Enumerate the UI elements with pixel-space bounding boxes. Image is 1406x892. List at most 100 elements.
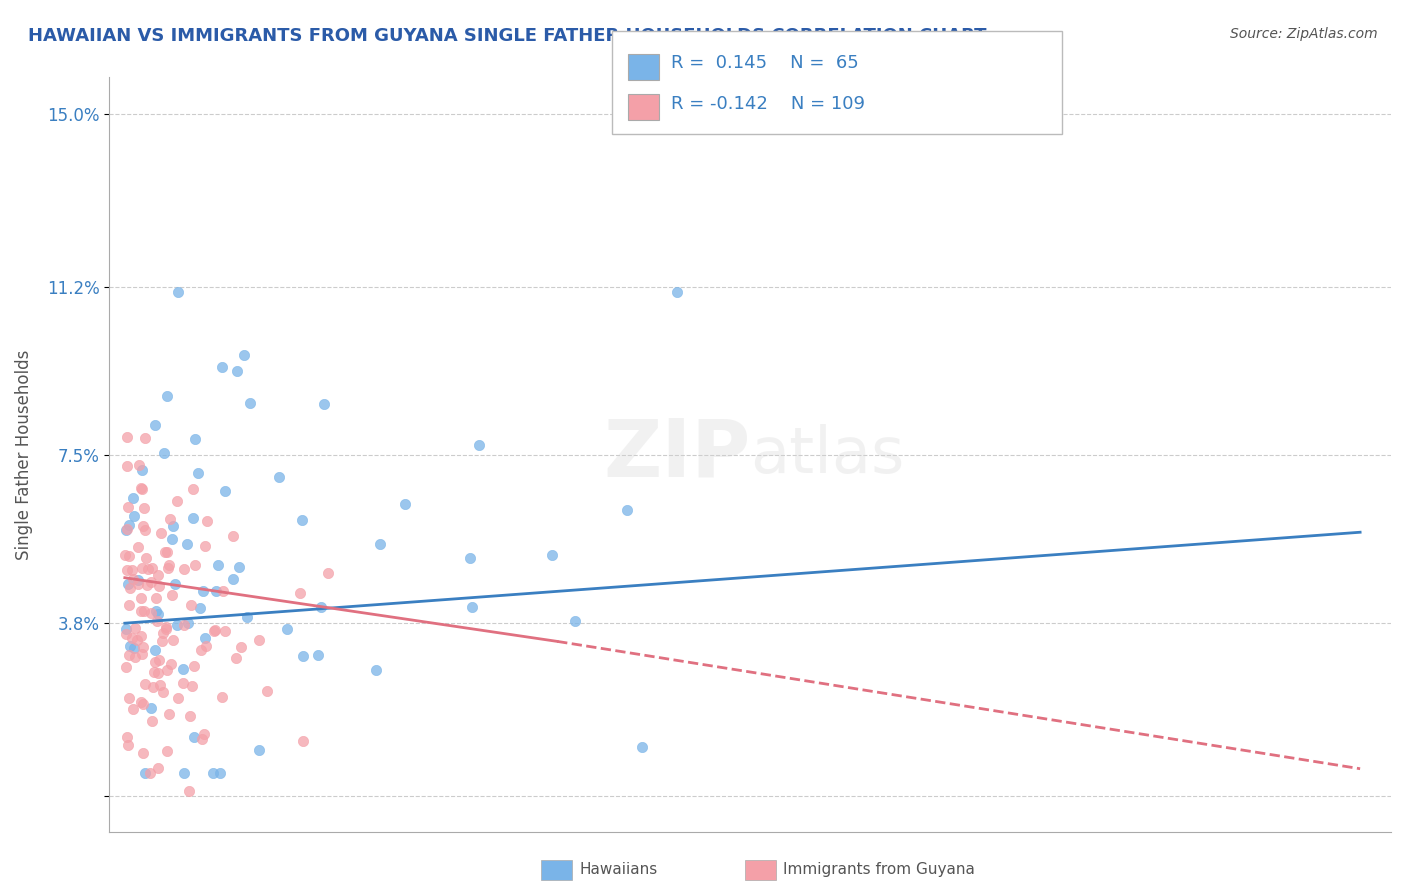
Point xyxy=(118,691,141,706)
Point xyxy=(117,500,139,514)
Point xyxy=(128,458,150,473)
Point xyxy=(176,537,198,551)
Point xyxy=(118,518,141,533)
Point xyxy=(125,633,148,648)
Point xyxy=(247,742,270,756)
Point xyxy=(115,730,138,744)
Point xyxy=(208,766,231,780)
Point xyxy=(193,583,215,598)
Point xyxy=(229,640,252,655)
Point xyxy=(307,648,329,663)
Point xyxy=(121,563,143,577)
Point xyxy=(146,665,169,680)
Point xyxy=(127,573,149,587)
Point xyxy=(177,784,200,798)
Point xyxy=(166,617,188,632)
Point xyxy=(155,620,177,634)
Point xyxy=(167,285,190,300)
Point xyxy=(132,697,155,711)
Point xyxy=(141,714,163,728)
Point xyxy=(143,655,166,669)
Text: HAWAIIAN VS IMMIGRANTS FROM GUYANA SINGLE FATHER HOUSEHOLDS CORRELATION CHART: HAWAIIAN VS IMMIGRANTS FROM GUYANA SINGL… xyxy=(28,27,987,45)
Point xyxy=(314,397,336,411)
Point xyxy=(247,633,270,648)
Point xyxy=(364,663,387,677)
Point xyxy=(191,732,214,747)
Point xyxy=(127,541,149,555)
Point xyxy=(115,523,138,537)
Point xyxy=(166,493,188,508)
Point xyxy=(195,514,218,528)
Point xyxy=(155,622,177,636)
Point xyxy=(179,709,201,723)
Point xyxy=(180,679,202,693)
Point xyxy=(118,549,141,563)
Point xyxy=(222,572,245,586)
Point xyxy=(115,429,138,443)
Point xyxy=(205,584,228,599)
Point xyxy=(122,508,145,523)
Point xyxy=(202,766,225,780)
Point xyxy=(139,701,162,715)
Point xyxy=(122,640,145,655)
Point xyxy=(136,562,159,576)
Point xyxy=(167,691,190,706)
Point xyxy=(134,500,156,515)
Point xyxy=(157,558,180,572)
Point xyxy=(141,560,163,574)
Point xyxy=(114,627,136,641)
Point xyxy=(149,678,172,692)
Point xyxy=(468,438,491,452)
Point xyxy=(134,431,156,445)
Point xyxy=(148,653,170,667)
Point xyxy=(630,740,652,755)
Point xyxy=(115,459,138,474)
Point xyxy=(122,572,145,586)
Point xyxy=(276,622,298,636)
Point xyxy=(394,497,416,511)
Point xyxy=(193,727,215,741)
Text: R =  0.145    N =  65: R = 0.145 N = 65 xyxy=(671,54,859,72)
Point xyxy=(139,574,162,589)
Point xyxy=(190,642,212,657)
Point xyxy=(132,604,155,618)
Point xyxy=(157,707,180,722)
Y-axis label: Single Father Households: Single Father Households xyxy=(15,350,32,560)
Point xyxy=(114,548,136,562)
Point xyxy=(458,551,481,566)
Point xyxy=(150,525,173,540)
Point xyxy=(136,578,159,592)
Point xyxy=(131,561,153,575)
Point xyxy=(134,766,156,780)
Point xyxy=(124,650,146,665)
Point xyxy=(120,582,142,596)
Point xyxy=(173,618,195,632)
Point xyxy=(233,348,256,362)
Point xyxy=(115,622,138,636)
Point xyxy=(207,558,229,573)
Point xyxy=(292,734,315,748)
Text: ZIP: ZIP xyxy=(603,416,751,494)
Point xyxy=(184,433,207,447)
Point xyxy=(292,648,315,663)
Point xyxy=(156,389,179,403)
Point xyxy=(309,600,332,615)
Point xyxy=(212,584,235,599)
Point xyxy=(172,676,194,690)
Point xyxy=(145,591,167,606)
Point xyxy=(159,512,181,526)
Point xyxy=(143,643,166,657)
Point xyxy=(184,558,207,573)
Point xyxy=(153,545,176,559)
Point xyxy=(156,663,179,677)
Point xyxy=(183,659,205,673)
Point xyxy=(148,578,170,592)
Point xyxy=(225,651,247,665)
Point xyxy=(142,665,165,679)
Point xyxy=(132,746,155,760)
Point xyxy=(214,624,236,638)
Point xyxy=(152,446,174,460)
Point xyxy=(131,648,153,662)
Point xyxy=(256,684,278,698)
Point xyxy=(290,513,312,527)
